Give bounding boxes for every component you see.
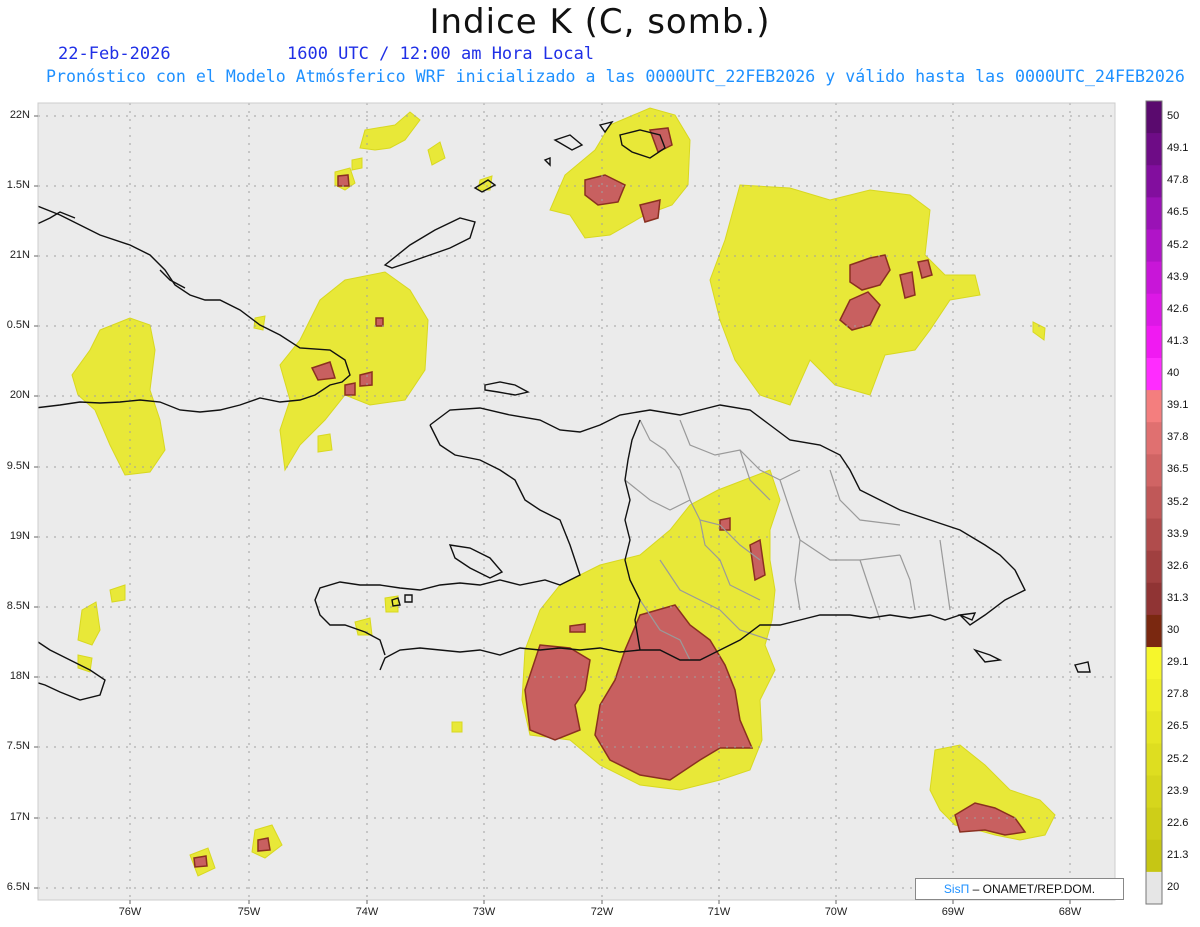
colorbar-swatch (1146, 550, 1162, 584)
colorbar-swatch (1146, 293, 1162, 327)
province-borders (624, 419, 951, 661)
colorbar-swatch (1146, 807, 1162, 841)
lat-ticks (34, 115, 38, 889)
colorbar-swatch (1146, 357, 1162, 391)
colorbar-swatch (1146, 647, 1162, 680)
colorbar-label: 25.2 (1167, 752, 1189, 765)
lat-label: 20N (9, 389, 30, 401)
coastlines (38, 120, 1091, 701)
lat-label: 6.5N (6, 881, 30, 893)
colorbar-label: 41.3 (1167, 334, 1189, 347)
colorbar-swatch (1146, 101, 1162, 134)
forecast-time: 1600 UTC / 12:00 am Hora Local (287, 44, 595, 64)
lon-ticks (129, 900, 1071, 904)
colorbar-swatch (1146, 133, 1162, 166)
colorbar-swatch (1146, 165, 1162, 198)
lat-label: 1.5N (6, 179, 30, 191)
lat-label: 9.5N (6, 460, 30, 472)
colorbar-swatch (1146, 614, 1162, 648)
lon-label: 73W (472, 906, 496, 918)
colorbar-swatch (1146, 454, 1162, 487)
colorbar-swatch (1146, 197, 1162, 230)
colorbar-label: 42.6 (1167, 302, 1189, 315)
colorbar-swatch (1146, 325, 1162, 359)
lon-label: 70W (824, 906, 848, 918)
colorbar-frame (1145, 100, 1163, 905)
colorbar-swatch (1146, 582, 1162, 616)
colorbar-swatch (1146, 871, 1162, 905)
k-index-brown-areas (193, 127, 1027, 868)
lat-label: 7.5N (6, 740, 30, 752)
colorbar-label: 47.8 (1167, 174, 1189, 187)
colorbar-swatch (1146, 390, 1162, 423)
k-index-shading (71, 107, 1056, 877)
colorbar-swatch (1146, 743, 1162, 777)
lat-label: 17N (9, 811, 30, 823)
map-title: Indice K (C, somb.) (429, 2, 771, 42)
colorbar-label: 33.9 (1167, 527, 1189, 540)
colorbar-label: 21.3 (1167, 848, 1189, 861)
lat-label: 21N (9, 249, 30, 261)
lon-label: 72W (590, 906, 614, 918)
lat-label: 8.5N (6, 600, 30, 612)
lon-label: 69W (941, 906, 965, 918)
colorbar-swatch (1146, 261, 1162, 295)
lat-label: 19N (9, 530, 30, 542)
colorbar-label: 37.8 (1167, 431, 1189, 444)
credit-box: SisΠ – ONAMET/REP.DOM. (915, 878, 1124, 900)
colorbar-label: 39.1 (1167, 399, 1189, 412)
colorbar-label: 30 (1167, 624, 1180, 636)
lon-label: 75W (237, 906, 261, 918)
colorbar-label: 40 (1167, 367, 1180, 379)
colorbar-label: 36.5 (1167, 463, 1189, 476)
colorbar-label: 49.1 (1167, 142, 1189, 155)
colorbar-label: 46.5 (1167, 206, 1189, 219)
colorbar-label: 23.9 (1167, 784, 1189, 797)
lon-label: 74W (355, 906, 379, 918)
colorbar-label: 43.9 (1167, 270, 1189, 283)
sisp-logo-text: SisΠ (943, 882, 970, 896)
colorbar-label: 27.8 (1167, 688, 1189, 701)
colorbar-label: 20 (1167, 880, 1180, 893)
colorbar-label: 31.3 (1167, 591, 1189, 604)
lat-label: 18N (9, 670, 30, 682)
colorbar (1146, 101, 1162, 905)
colorbar-label: 22.6 (1167, 816, 1189, 829)
colorbar-label: 26.5 (1167, 720, 1189, 733)
colorbar-label: 29.1 (1167, 656, 1189, 669)
colorbar-label: 32.6 (1167, 559, 1189, 572)
colorbar-label: 50 (1167, 110, 1180, 123)
lat-label: 22N (9, 109, 30, 121)
colorbar-swatch (1146, 486, 1162, 520)
lon-label: 68W (1058, 906, 1082, 918)
lat-label: 0.5N (6, 319, 30, 331)
colorbar-swatch (1146, 422, 1162, 455)
colorbar-label: 35.2 (1167, 495, 1189, 508)
colorbar-swatch (1146, 229, 1162, 263)
forecast-description: Pronóstico con el Modelo Atmósferico WRF… (46, 67, 1185, 86)
colorbar-swatch (1146, 775, 1162, 809)
colorbar-swatch (1146, 839, 1162, 873)
credit-org: – ONAMET/REP.DOM. (972, 882, 1096, 896)
colorbar-swatch (1146, 711, 1162, 744)
lon-label: 71W (707, 906, 731, 918)
colorbar-label: 45.2 (1167, 238, 1189, 251)
colorbar-swatch (1146, 679, 1162, 712)
forecast-date: 22-Feb-2026 (58, 44, 171, 64)
colorbar-swatch (1146, 518, 1162, 552)
lon-label: 76W (118, 906, 142, 918)
